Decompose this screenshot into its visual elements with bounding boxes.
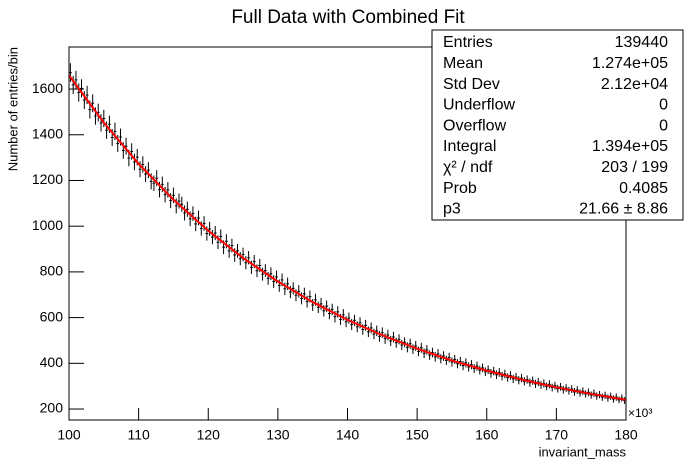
y-axis-label: Number of entries/bin — [5, 47, 20, 171]
y-tick-label: 1000 — [32, 217, 63, 233]
stats-value: 1.394e+05 — [592, 138, 668, 155]
y-tick-label: 200 — [40, 400, 64, 416]
x-tick-label: 160 — [475, 427, 499, 443]
y-tick-label: 1200 — [32, 171, 63, 187]
x-tick-label: 120 — [197, 427, 221, 443]
y-tick-label: 600 — [40, 308, 64, 324]
stats-label: Underflow — [443, 97, 515, 114]
stats-value: 139440 — [615, 34, 668, 51]
stats-value: 2.12e+04 — [601, 76, 668, 93]
stats-label: Std Dev — [443, 76, 500, 93]
x-tick-label: 180 — [614, 427, 638, 443]
y-tick-label: 800 — [40, 263, 64, 279]
fit-curve — [68, 74, 627, 401]
stats-value: 1.274e+05 — [592, 55, 668, 72]
stats-label: Mean — [443, 55, 483, 72]
x-tick-label: 150 — [405, 427, 429, 443]
stats-label: Prob — [443, 180, 477, 197]
stats-label: Overflow — [443, 117, 507, 134]
frame — [68, 46, 627, 421]
stats-value: 0 — [659, 117, 668, 134]
stats-label: χ² / ndf — [443, 159, 493, 176]
x-axis-label: invariant_mass — [539, 444, 627, 459]
y-tick-label: 1600 — [32, 80, 63, 96]
y-tick-label: 1400 — [32, 125, 63, 141]
x-multiplier: ×10³ — [628, 406, 652, 420]
stats-label: p3 — [443, 201, 461, 218]
stats-label: Entries — [443, 34, 493, 51]
stats-value: 21.66 ± 8.86 — [579, 201, 668, 218]
stats-box — [431, 29, 684, 221]
x-tick-label: 140 — [336, 427, 360, 443]
plot-area — [68, 63, 627, 420]
x-tick-label: 110 — [127, 427, 150, 443]
chart-title: Full Data with Combined Fit — [231, 7, 465, 28]
x-tick-label: 130 — [266, 427, 290, 443]
x-tick-label: 170 — [545, 427, 569, 443]
stats-value: 0.4085 — [619, 180, 668, 197]
y-tick-label: 400 — [40, 354, 64, 370]
stats-label: Integral — [443, 138, 496, 155]
x-tick-label: 100 — [57, 427, 81, 443]
stats-value: 203 / 199 — [601, 159, 668, 176]
stats-value: 0 — [659, 97, 668, 114]
